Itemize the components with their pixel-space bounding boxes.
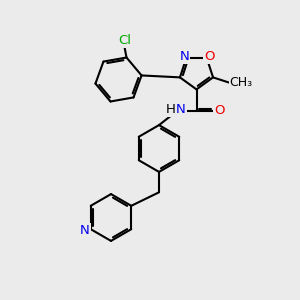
Text: CH₃: CH₃ xyxy=(230,76,253,89)
Text: N: N xyxy=(176,103,186,116)
Text: O: O xyxy=(214,104,224,118)
Text: N: N xyxy=(80,224,90,237)
Text: O: O xyxy=(205,50,215,63)
Text: N: N xyxy=(179,50,189,63)
Text: H: H xyxy=(166,103,175,116)
Text: Cl: Cl xyxy=(118,34,131,47)
